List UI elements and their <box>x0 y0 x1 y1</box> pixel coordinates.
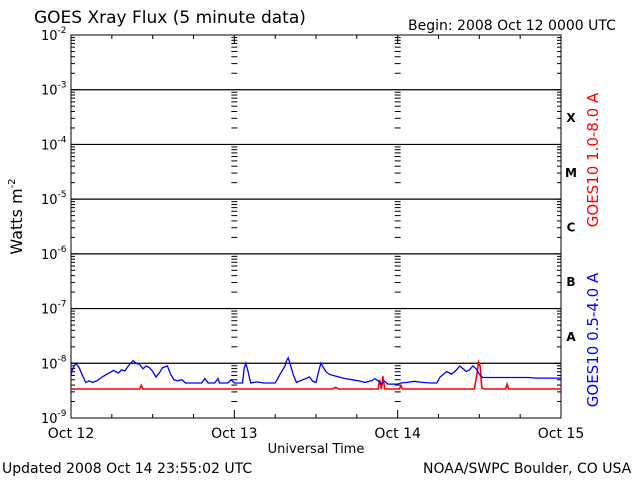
x-axis-label: Universal Time <box>268 442 365 457</box>
x-tick-label: Oct 14 <box>374 426 421 442</box>
flare-class-label: M <box>565 166 577 180</box>
legend-entry: GOES10 1.0-8.0 A <box>584 92 602 227</box>
flare-class-label: B <box>566 275 575 289</box>
y-tick-label: 10-2 <box>41 26 67 44</box>
y-tick-label: 10-4 <box>41 135 67 153</box>
y-axis-label: Watts m-2 <box>7 178 26 254</box>
flare-class-label: A <box>566 330 576 344</box>
series-line-short <box>70 356 561 385</box>
x-tick-label: Oct 12 <box>48 426 94 442</box>
y-tick-label: 10-7 <box>41 300 67 318</box>
y-tick-label: 10-5 <box>41 190 67 208</box>
y-tick-label: 10-8 <box>41 354 67 372</box>
y-tick-label: 10-9 <box>41 409 67 427</box>
series-line-long <box>71 359 561 390</box>
credit-label: NOAA/SWPC Boulder, CO USA <box>423 461 632 477</box>
y-tick-label: 10-3 <box>41 81 67 99</box>
legend-entry: GOES10 0.5-4.0 A <box>584 272 602 407</box>
plot-frame <box>70 34 562 419</box>
y-tick-label: 10-6 <box>41 245 67 263</box>
flare-class-label: C <box>567 221 576 235</box>
flare-class-label: X <box>566 111 576 125</box>
begin-label: Begin: 2008 Oct 12 0000 UTC <box>408 18 616 34</box>
chart-title: GOES Xray Flux (5 minute data) <box>34 8 306 28</box>
x-tick-label: Oct 13 <box>211 426 257 442</box>
x-tick-label: Oct 15 <box>538 426 584 442</box>
updated-label: Updated 2008 Oct 14 23:55:02 UTC <box>2 461 253 477</box>
